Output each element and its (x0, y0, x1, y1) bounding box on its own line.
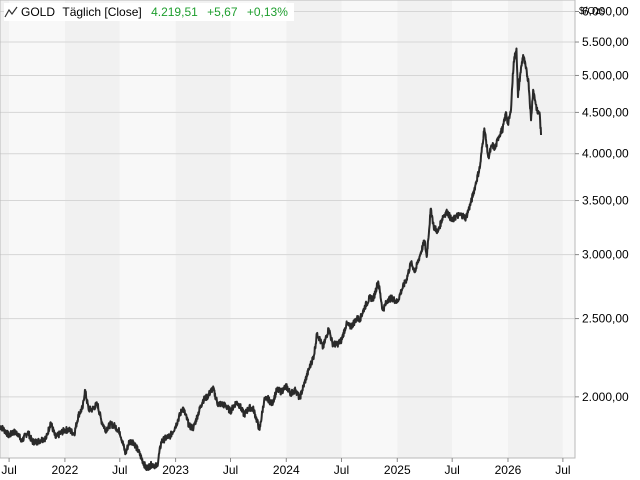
y-tick-label: 5.500,00 (582, 35, 629, 49)
x-tick-label: Jul (223, 463, 238, 477)
time-band (9, 0, 65, 458)
y-tick-label: 2.500,00 (582, 312, 629, 326)
time-band (562, 0, 575, 458)
line-chart-icon (4, 6, 18, 18)
x-tick-label: Jul (445, 463, 460, 477)
plot-frame (0, 0, 576, 459)
change-percent-value: +0,13% (246, 5, 288, 19)
time-band (286, 0, 342, 458)
gold-price-line (0, 47, 543, 472)
x-tick-label: 2026 (495, 463, 522, 477)
x-tick-label: Jul (334, 463, 349, 477)
price-series (0, 47, 543, 472)
time-band (64, 0, 120, 458)
time-band (0, 0, 10, 458)
y-tick-label: 3.000,00 (582, 248, 629, 262)
time-band (341, 0, 398, 458)
time-band (175, 0, 231, 458)
y-tick-label: 4.500,00 (582, 105, 629, 119)
period-label: Täglich [Close] (62, 5, 142, 19)
x-tick-label: 2023 (162, 463, 189, 477)
time-band (230, 0, 287, 458)
time-band (119, 0, 176, 458)
chart-legend: GOLD Täglich [Close] 4.219,51 +5,67 +0,1… (4, 3, 294, 21)
y-tick-label: 5.000,00 (582, 68, 629, 82)
x-axis: Jul 2022 Jul 2023 Jul 2024 Jul 2025 Jul 2026 Jul (1, 458, 571, 477)
y-axis-unit-label: $/Ozs (579, 6, 605, 17)
x-tick-label: 2022 (52, 463, 79, 477)
y-axis: 2.000,00 2.500,00 3.000,00 3.500,00 4.000,00… (575, 5, 629, 404)
time-band (397, 0, 453, 458)
y-tick-label: 4.000,00 (582, 147, 629, 161)
x-tick-label: Jul (1, 463, 16, 477)
x-tick-label: 2024 (273, 463, 300, 477)
x-tick-label: Jul (555, 463, 570, 477)
change-value: +5,67 (207, 5, 238, 19)
y-tick-label: 6.000,00 (582, 5, 629, 19)
y-tick-label: 3.500,00 (582, 194, 629, 208)
y-tick-label: 2.000,00 (582, 390, 629, 404)
time-band (452, 0, 508, 458)
symbol-label: GOLD (21, 5, 56, 19)
last-price-value: 4.219,51 (151, 5, 198, 19)
y-gridlines (0, 11, 575, 398)
alternating-half-year-bands (0, 0, 575, 458)
x-tick-label: 2025 (384, 463, 411, 477)
x-tick-label: Jul (112, 463, 127, 477)
